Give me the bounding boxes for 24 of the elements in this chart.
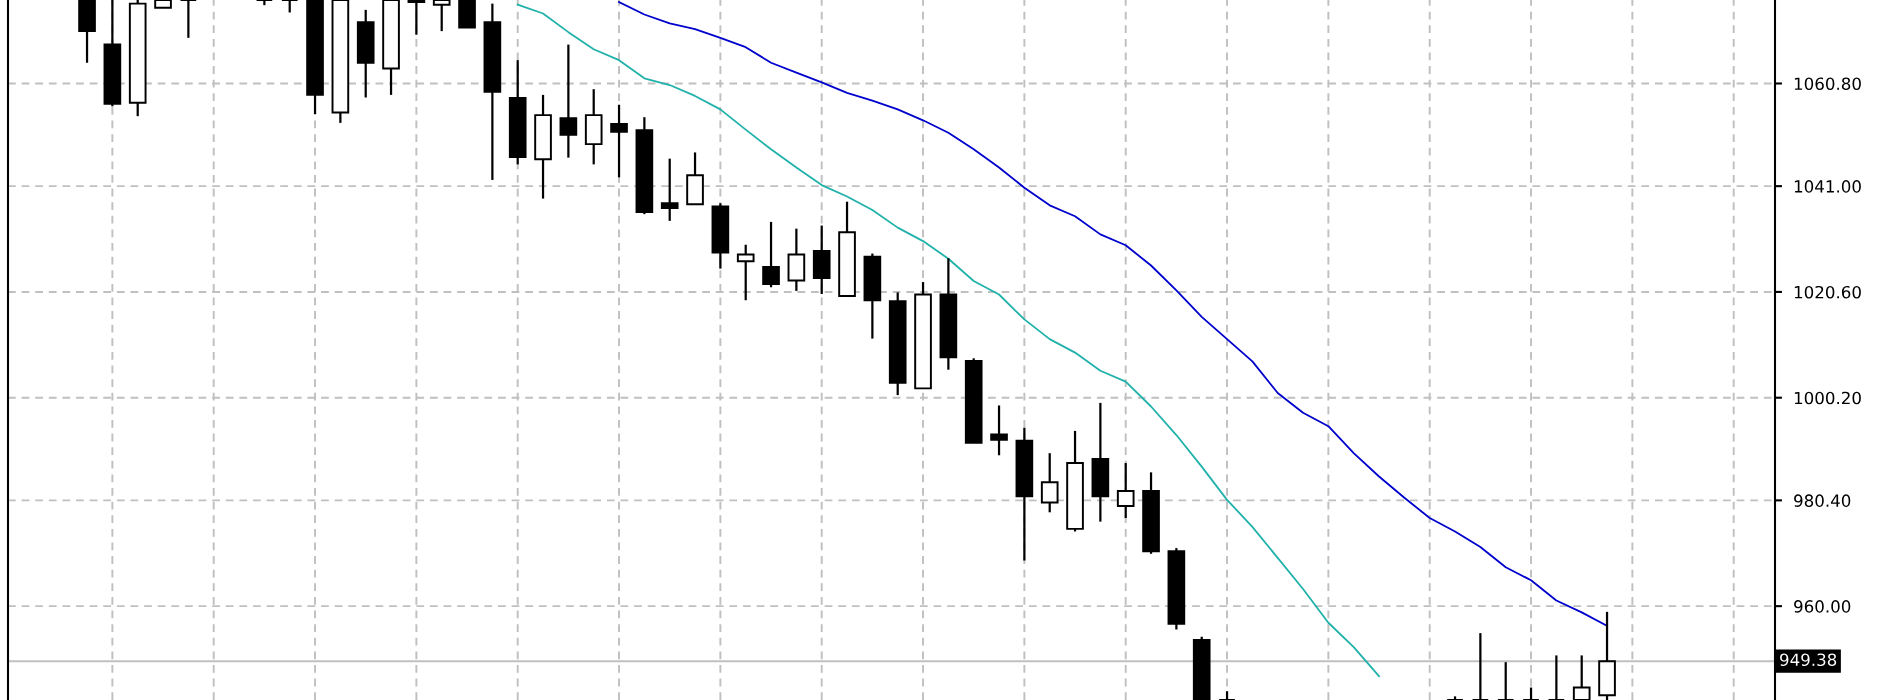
- candlestick: [762, 220, 780, 289]
- y-tick-label: 1060.80: [1794, 77, 1861, 91]
- y-tick-label: 1041.00: [1794, 180, 1861, 193]
- candlestick: [1040, 452, 1059, 514]
- candlestick: [559, 43, 578, 159]
- ref-line-label: 949.38: [1780, 653, 1837, 667]
- candlestick: [660, 157, 679, 222]
- y-tick-label: 960.00: [1794, 600, 1851, 613]
- candlestick: [990, 404, 1008, 457]
- candlestick: [179, 0, 198, 39]
- candlestick: [1572, 654, 1591, 700]
- candlestick: [1496, 661, 1515, 700]
- candlestick: [1471, 632, 1490, 700]
- y-tick-label: 1000.20: [1794, 391, 1861, 405]
- candlestick: [736, 243, 755, 302]
- candlestick: [1547, 654, 1566, 700]
- candlestick: [407, 0, 426, 36]
- line-series: [516, 3, 1380, 678]
- y-tick-label: 980.40: [1794, 494, 1851, 507]
- y-tick-label: 1020.60: [1794, 285, 1861, 299]
- line-series: [618, 1, 1608, 627]
- candlestick: [610, 103, 628, 179]
- candlestick: [432, 0, 451, 33]
- candlestick: [1116, 461, 1135, 520]
